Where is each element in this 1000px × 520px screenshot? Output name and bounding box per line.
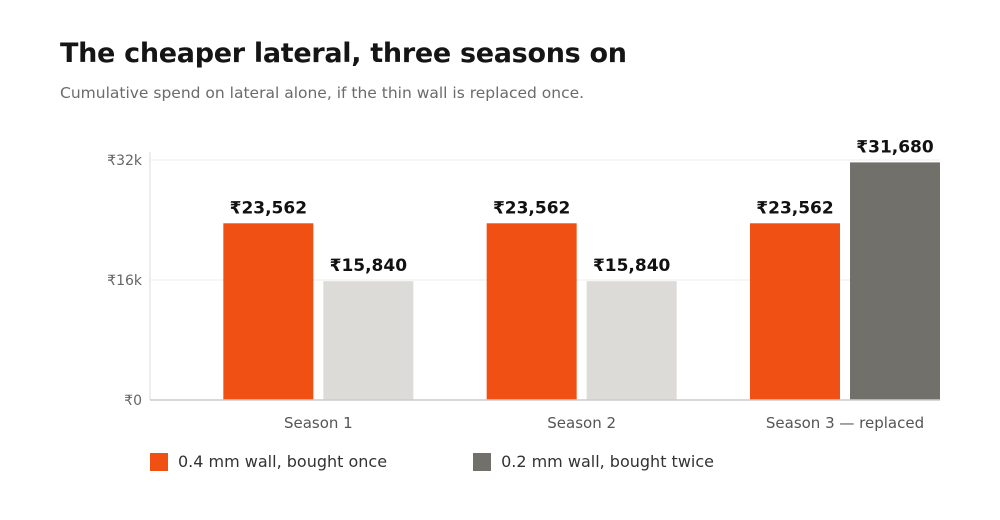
data-label: ₹31,680 [856,137,934,157]
data-label: ₹15,840 [330,256,408,276]
bar [850,162,940,400]
legend: 0.4 mm wall, bought once 0.2 mm wall, bo… [150,452,714,471]
x-tick-label: Season 3 — replaced [766,414,924,432]
chart-subtitle: Cumulative spend on lateral alone, if th… [60,84,585,102]
bar [586,281,677,400]
data-label: ₹23,562 [230,198,307,218]
chart-title: The cheaper lateral, three seasons on [60,38,627,69]
bar [486,223,577,400]
y-tick-label: ₹32k [107,153,143,169]
bar [223,223,314,400]
legend-item-0-4mm: 0.4 mm wall, bought once [150,452,387,471]
data-label: ₹23,562 [756,198,833,218]
legend-label-0-2mm: 0.2 mm wall, bought twice [501,452,714,471]
x-tick-label: Season 1 [284,414,353,432]
legend-swatch-0-2mm [473,452,492,471]
legend-swatch-0-4mm [150,452,168,471]
x-tick-label: Season 2 [547,414,616,432]
legend-item-0-2mm: 0.2 mm wall, bought twice [473,452,714,471]
legend-label-0-4mm: 0.4 mm wall, bought once [178,452,388,471]
bar [323,281,414,400]
bar [750,223,840,400]
data-label: ₹15,840 [593,256,671,276]
y-tick-label: ₹0 [124,393,142,409]
y-tick-label: ₹16k [107,273,143,289]
data-label: ₹23,562 [493,198,570,218]
